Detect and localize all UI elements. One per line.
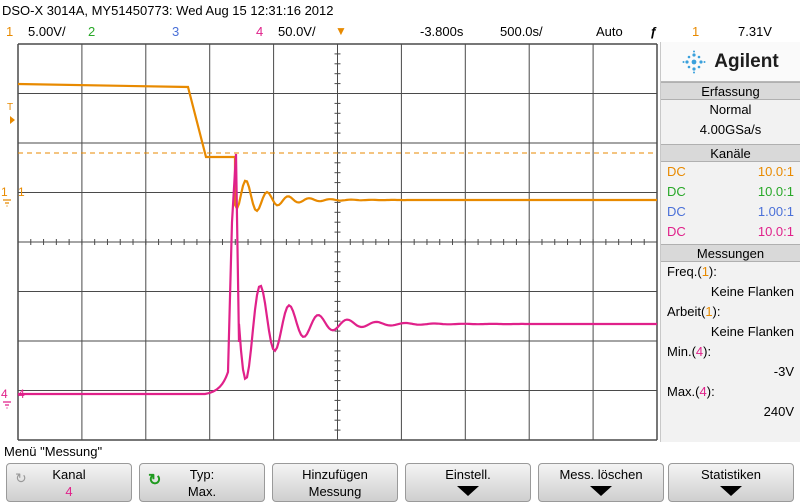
ch4-scale[interactable]: 50.0V/	[278, 24, 316, 39]
softkey-add-measurement[interactable]: Hinzufügen Messung	[272, 463, 398, 502]
softkey-settings[interactable]: Einstell.	[405, 463, 531, 502]
measurement-freq-label: Freq.(1):	[667, 264, 717, 279]
softkey-bar: ↻ Kanal 4 ↻ Typ: Max. Hinzufügen Messung…	[0, 461, 800, 503]
softkey-add-value: Messung	[308, 484, 362, 499]
ch1-scale[interactable]: 5.00V/	[28, 24, 66, 39]
ch1-ground-label: 1	[18, 185, 25, 199]
entry-knob-icon: ↻	[15, 470, 27, 486]
softkey-clear-measurement[interactable]: Mess. löschen	[538, 463, 664, 502]
acquisition-heading: Erfassung	[661, 82, 800, 100]
softkey-channel-label: Kanal	[52, 467, 86, 482]
softkey-channel[interactable]: ↻ Kanal 4	[6, 463, 132, 502]
ch1-number[interactable]: 1	[6, 24, 14, 39]
softkey-type[interactable]: ↻ Typ: Max.	[139, 463, 265, 502]
softkey-channel-value: 4	[65, 484, 73, 499]
trigger-channel[interactable]: 1	[692, 24, 700, 39]
min-name: Min.	[667, 344, 692, 359]
softkey-clear-label: Mess. löschen	[559, 467, 643, 482]
entry-knob-icon: ↻	[148, 472, 162, 489]
softkey-type-label: Typ:	[189, 467, 215, 482]
ch1-ground-icon	[3, 199, 11, 207]
channels-heading: Kanäle	[661, 144, 800, 162]
ch4-probe: 10.0:1	[757, 224, 794, 239]
measurement-max-value: 240V	[763, 404, 794, 419]
instrument-title: DSO-X 3014A, MY51450773: Wed Aug 15 12:3…	[2, 3, 334, 18]
trigger-marker: T	[7, 102, 13, 113]
horizontal-delay-marker-icon: ▼	[335, 24, 347, 38]
sample-rate: 4.00GSa/s	[699, 122, 762, 137]
ch2-probe: 10.0:1	[757, 184, 794, 199]
ch1-trace	[17, 82, 657, 213]
measurement-duty-value: Keine Flanken	[710, 324, 794, 339]
ch3-probe: 1.00:1	[757, 204, 794, 219]
ch4-ground-marker: 4	[1, 387, 8, 401]
trigger-level-arrow-icon	[10, 116, 15, 124]
softkey-settings-label: Einstell.	[445, 467, 491, 482]
brand-header: Agilent	[661, 42, 800, 82]
softkey-type-value: Max.	[187, 484, 217, 499]
waveform-display[interactable]: T 1 1 4 4	[0, 42, 660, 442]
submenu-arrow-icon	[590, 486, 612, 496]
duty-channel: 1	[705, 304, 713, 319]
measurement-max-label: Max.(4):	[667, 384, 715, 399]
softkey-statistics-label: Statistiken	[701, 467, 761, 482]
horizontal-delay[interactable]: -3.800s	[420, 24, 464, 39]
ch3-number[interactable]: 3	[172, 24, 180, 39]
graticule[interactable]: T 1 1 4 4	[0, 42, 660, 442]
submenu-arrow-icon	[457, 486, 479, 496]
ch1-coupling: DC	[667, 164, 686, 179]
agilent-spark-logo-icon	[682, 50, 706, 73]
channel-row-2: DC 10.0:1	[661, 182, 800, 202]
ch1-ground-marker: 1	[1, 185, 8, 199]
grid-lines	[17, 43, 658, 441]
trigger-edge-icon: ƒ	[650, 24, 658, 39]
measurement-duty-label: Arbeit(1):	[667, 304, 721, 319]
ch4-ground-label: 4	[18, 387, 25, 401]
max-name: Max.	[667, 384, 696, 399]
submenu-arrow-icon	[720, 486, 742, 496]
freq-name: Freq.	[667, 264, 698, 279]
channel-row-4: DC 10.0:1	[661, 222, 800, 242]
min-channel: 4	[695, 344, 704, 359]
brand-name: Agilent	[714, 50, 779, 72]
info-sidebar: Agilent Erfassung Normal 4.00GSa/s Kanäl…	[660, 42, 800, 442]
ch4-coupling: DC	[667, 224, 686, 239]
max-channel: 4	[699, 384, 707, 399]
measurement-min-label: Min.(4):	[667, 344, 712, 359]
menu-title: Menü "Messung"	[4, 444, 103, 459]
measurement-min-value: -3V	[773, 364, 794, 379]
trigger-mode[interactable]: Auto	[596, 24, 623, 39]
ch2-coupling: DC	[667, 184, 686, 199]
title-bar: DSO-X 3014A, MY51450773: Wed Aug 15 12:3…	[0, 0, 800, 22]
status-bar: 1 5.00V/ 2 3 4 50.0V/ ▼ -3.800s 500.0s/ …	[0, 22, 800, 42]
ch3-coupling: DC	[667, 204, 686, 219]
softkey-statistics[interactable]: Statistiken	[668, 463, 794, 502]
channel-row-1: DC 10.0:1	[661, 162, 800, 182]
timebase-scale[interactable]: 500.0s/	[500, 24, 543, 39]
ch2-number[interactable]: 2	[88, 24, 96, 39]
channel-row-3: DC 1.00:1	[661, 202, 800, 222]
duty-name: Arbeit	[667, 304, 701, 319]
softkey-add-label: Hinzufügen	[302, 467, 368, 482]
ch4-number[interactable]: 4	[256, 24, 264, 39]
trigger-level[interactable]: 7.31V	[738, 24, 772, 39]
freq-channel: 1	[701, 264, 709, 279]
ch1-probe: 10.0:1	[757, 164, 794, 179]
measurements-heading: Messungen	[661, 244, 800, 262]
measurement-freq-value: Keine Flanken	[710, 284, 794, 299]
ch4-ground-icon	[3, 401, 11, 409]
ch4-trace	[18, 153, 657, 396]
acquisition-mode: Normal	[709, 102, 752, 117]
